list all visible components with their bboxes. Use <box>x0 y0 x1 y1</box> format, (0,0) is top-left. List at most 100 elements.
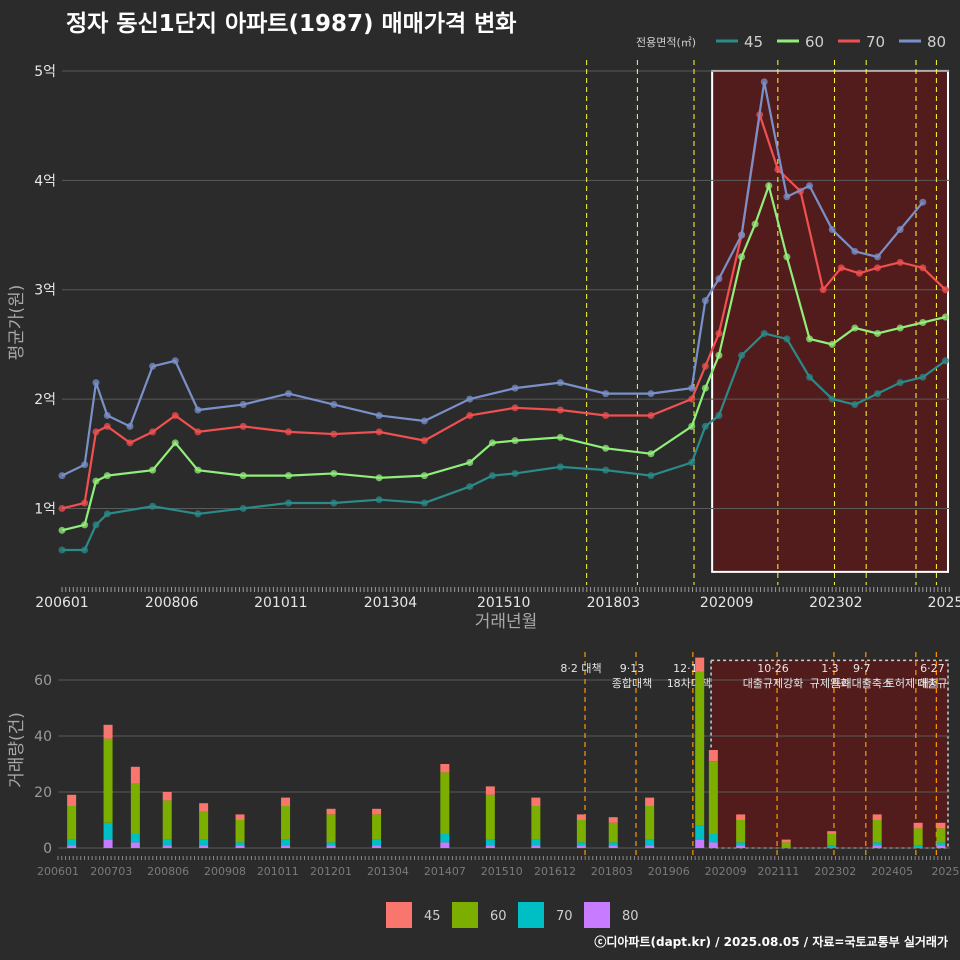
data-point <box>103 510 111 518</box>
bar-segment-80 <box>440 842 450 848</box>
highlight-region <box>711 69 950 573</box>
data-point <box>330 469 338 477</box>
bar-segment-80 <box>103 839 113 848</box>
data-point <box>511 384 519 392</box>
legend-label: 60 <box>805 33 824 51</box>
x-tick-label: 201612 <box>534 865 576 878</box>
bar-segment-80 <box>872 845 882 848</box>
bar-segment-45 <box>708 750 718 762</box>
data-point <box>466 483 474 491</box>
bar-segment-70 <box>372 839 382 846</box>
bar-segment-70 <box>645 839 655 846</box>
data-point <box>466 411 474 419</box>
x-tick-label: 201803 <box>591 865 633 878</box>
data-point <box>819 286 827 294</box>
data-point <box>783 193 791 201</box>
data-point <box>837 264 845 272</box>
legend-label: 45 <box>744 33 763 51</box>
bar-segment-70 <box>695 825 705 840</box>
bar-segment-60 <box>781 842 791 848</box>
data-point <box>556 463 564 471</box>
bar-segment-80 <box>162 845 172 848</box>
data-point <box>602 444 610 452</box>
x-tick-label: 2025 <box>928 595 960 611</box>
data-point <box>647 411 655 419</box>
bar-segment-70 <box>326 842 336 846</box>
bar-segment-45 <box>695 657 705 672</box>
x-tick-label: 202009 <box>705 865 747 878</box>
x-tick-label: 200601 <box>35 595 88 611</box>
legend-label: 80 <box>927 33 946 51</box>
y-tick-label: 3억 <box>34 283 56 299</box>
bar-segment-80 <box>608 845 618 848</box>
bar-segment-70 <box>130 834 140 843</box>
data-point <box>488 439 496 447</box>
bar-segment-60 <box>326 814 336 843</box>
data-point <box>828 226 836 234</box>
bar-segment-45 <box>608 817 618 823</box>
bar-segment-60 <box>708 761 718 834</box>
data-point <box>239 401 247 409</box>
data-point <box>239 504 247 512</box>
data-point <box>760 78 768 86</box>
legend-label: 80 <box>622 909 639 924</box>
legend-label: 60 <box>490 909 507 924</box>
data-point <box>715 411 723 419</box>
x-tick-label: 201906 <box>648 865 690 878</box>
series-60 <box>58 182 949 534</box>
data-point <box>511 437 519 445</box>
data-point <box>738 253 746 261</box>
data-point <box>58 504 66 512</box>
data-point <box>647 472 655 480</box>
data-point <box>874 264 882 272</box>
annotation-label: 8·2 대책 <box>560 662 601 675</box>
bar-segment-45 <box>645 797 655 806</box>
data-point <box>701 297 709 305</box>
bar-segment-45 <box>326 808 336 815</box>
data-point <box>103 411 111 419</box>
x-tick-label: 201201 <box>310 865 352 878</box>
data-point <box>851 247 859 255</box>
bar-segment-80 <box>531 845 541 848</box>
data-point <box>602 390 610 398</box>
data-point <box>919 373 927 381</box>
legend: 전용면적(㎡) 45 60 70 80 <box>636 33 946 51</box>
data-point <box>239 472 247 480</box>
data-point <box>149 428 157 436</box>
data-point <box>896 379 904 387</box>
data-point <box>556 406 564 414</box>
bar-segment-45 <box>736 814 746 820</box>
series-45 <box>58 329 949 554</box>
x-tick-label: 202009 <box>700 595 753 611</box>
data-point <box>941 357 949 365</box>
data-point <box>194 428 202 436</box>
bar-segment-70 <box>485 839 495 846</box>
data-point <box>420 417 428 425</box>
data-point <box>239 422 247 430</box>
x-tick-label: 201510 <box>477 595 530 611</box>
bar-segment-80 <box>695 839 705 848</box>
x-tick-label: 200703 <box>90 865 132 878</box>
data-point <box>149 502 157 510</box>
data-point <box>126 439 134 447</box>
data-point <box>806 335 814 343</box>
y-tick-label: 0 <box>43 841 52 857</box>
data-point <box>375 474 383 482</box>
data-point <box>285 428 293 436</box>
data-point <box>92 428 100 436</box>
data-point <box>688 422 696 430</box>
data-point <box>701 422 709 430</box>
bar-segment-70 <box>576 842 586 846</box>
data-point <box>806 373 814 381</box>
bar-segment-60 <box>199 811 209 840</box>
data-point <box>375 496 383 504</box>
bar-segment-70 <box>67 839 77 846</box>
bar-segment-80 <box>936 845 946 848</box>
bar-segment-45 <box>162 792 172 801</box>
annotation-label: 토허제 해지 <box>885 676 939 690</box>
bar-segment-80 <box>736 845 746 848</box>
bar-segment-45 <box>67 794 77 806</box>
chart-title: 정자 동신1단지 아파트(1987) 매매가격 변화 <box>66 11 517 37</box>
bar-segment-70 <box>103 822 113 840</box>
